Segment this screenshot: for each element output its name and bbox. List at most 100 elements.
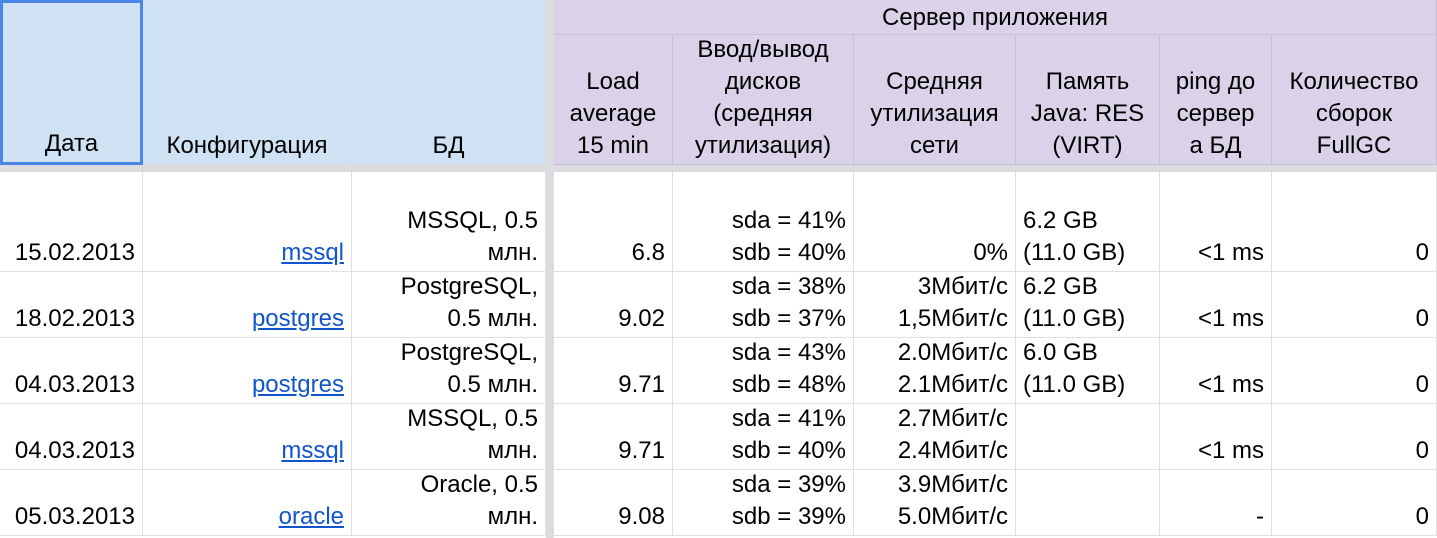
cell-text-line: сервер	[1176, 100, 1255, 127]
data-cell-disk-io[interactable]: sda = 39% sdb = 39%	[673, 470, 854, 536]
cell-text-line: 6.2 GB	[1023, 207, 1098, 234]
cell-text-line: (средняя	[713, 100, 813, 127]
data-cell-date[interactable]: 04.03.2013	[0, 404, 143, 470]
data-cell-date[interactable]: 15.02.2013	[0, 172, 143, 272]
cell-text-line: average	[569, 100, 657, 127]
data-cell-load-average[interactable]: 9.08	[554, 470, 673, 536]
header-cell-config[interactable]: Конфигурация	[143, 0, 352, 165]
cell-text: -	[1256, 503, 1264, 530]
frozen-column-divider[interactable]	[546, 0, 554, 538]
data-cell-fullgc-count[interactable]: 0	[1272, 404, 1437, 470]
header-cell-date[interactable]: Дата	[0, 0, 143, 165]
header-cell-network[interactable]: Средняя утилизация сети	[854, 35, 1016, 165]
cell-text-line: Load	[586, 68, 640, 95]
data-cell-db[interactable]: MSSQL, 0.5 млн.	[352, 172, 546, 272]
header-cell-ping-db[interactable]: ping до сервер а БД	[1160, 35, 1272, 165]
data-cell-config[interactable]: mssql	[143, 172, 352, 272]
cell-text: 9.71	[618, 437, 665, 464]
data-cell-network[interactable]: 2.0Мбит/с 2.1Мбит/с	[854, 338, 1016, 404]
cell-text-line: 6.2 GB	[1023, 273, 1098, 300]
header-cell-disk-io[interactable]: Ввод/вывод дисков (средняя утилизация)	[673, 35, 854, 165]
data-cell-fullgc-count[interactable]: 0	[1272, 172, 1437, 272]
data-cell-disk-io[interactable]: sda = 43% sdb = 48%	[673, 338, 854, 404]
data-cell-fullgc-count[interactable]: 0	[1272, 272, 1437, 338]
cell-text-line: Java: RES	[1030, 100, 1145, 127]
header-cell-fullgc-count[interactable]: Количество сборок FullGC	[1272, 35, 1437, 165]
data-cell-load-average[interactable]: 9.02	[554, 272, 673, 338]
cell-text-line: 2.0Мбит/с	[897, 339, 1008, 366]
data-cell-disk-io[interactable]: sda = 41% sdb = 40%	[673, 404, 854, 470]
data-cell-db[interactable]: Oracle, 0.5 млн.	[352, 470, 546, 536]
cell-text-line: sda = 41%	[731, 207, 846, 234]
data-cell-config[interactable]: postgres	[143, 338, 352, 404]
cell-text: 0	[1415, 305, 1429, 332]
cell-text-line: 15 min	[576, 132, 650, 159]
group-header-app-server[interactable]: Сервер приложения	[554, 0, 1437, 35]
header-cell-java-memory[interactable]: Память Java: RES (VIRT)	[1016, 35, 1160, 165]
data-cell-java-memory[interactable]: 6.2 GB (11.0 GB)	[1016, 272, 1160, 338]
cell-text: 0	[1415, 239, 1429, 266]
cell-text-line: сборок	[1315, 100, 1393, 127]
cell-text-line: Количество	[1289, 68, 1419, 95]
data-cell-network[interactable]: 3.9Мбит/с 5.0Мбит/с	[854, 470, 1016, 536]
data-cell-load-average[interactable]: 9.71	[554, 404, 673, 470]
cell-text: 05.03.2013	[14, 503, 135, 530]
cell-text: 0	[1415, 503, 1429, 530]
cell-text-line: (11.0 GB)	[1023, 371, 1126, 398]
data-cell-load-average[interactable]: 9.71	[554, 338, 673, 404]
data-cell-db[interactable]: PostgreSQL, 0.5 млн.	[352, 338, 546, 404]
cell-text-line: Дата	[44, 130, 99, 157]
cell-text: 9.08	[618, 503, 665, 530]
frozen-row-divider[interactable]	[0, 165, 1437, 172]
cell-text-line: PostgreSQL,	[400, 339, 538, 366]
data-cell-ping-db[interactable]: <1 ms	[1160, 338, 1272, 404]
data-cell-db[interactable]: MSSQL, 0.5 млн.	[352, 404, 546, 470]
data-cell-java-memory[interactable]	[1016, 470, 1160, 536]
cell-text-line: MSSQL, 0.5	[407, 207, 538, 234]
cell-text-line: 0.5 млн.	[447, 371, 538, 398]
cell-text-line: sda = 38%	[731, 273, 846, 300]
cell-text-line: утилизация	[870, 100, 999, 127]
cell-text-line: млн.	[487, 437, 538, 464]
data-cell-date[interactable]: 05.03.2013	[0, 470, 143, 536]
data-cell-java-memory[interactable]: 6.2 GB (11.0 GB)	[1016, 172, 1160, 272]
data-cell-config[interactable]: mssql	[143, 404, 352, 470]
cell-text-line: сети	[910, 132, 959, 159]
data-cell-java-memory[interactable]	[1016, 404, 1160, 470]
data-cell-load-average[interactable]: 6.8	[554, 172, 673, 272]
cell-text-line: (VIRT)	[1052, 132, 1123, 159]
cell-text-line: MSSQL, 0.5	[407, 405, 538, 432]
data-cell-disk-io[interactable]: sda = 41% sdb = 40%	[673, 172, 854, 272]
config-link[interactable]: postgres	[251, 305, 344, 332]
data-cell-disk-io[interactable]: sda = 38% sdb = 37%	[673, 272, 854, 338]
config-link[interactable]: mssql	[281, 239, 344, 266]
header-cell-load-average[interactable]: Load average 15 min	[554, 35, 673, 165]
config-link[interactable]: postgres	[251, 371, 344, 398]
data-cell-config[interactable]: oracle	[143, 470, 352, 536]
cell-text: 6.8	[631, 239, 665, 266]
data-cell-date[interactable]: 04.03.2013	[0, 338, 143, 404]
data-cell-ping-db[interactable]: -	[1160, 470, 1272, 536]
cell-text: <1 ms	[1197, 239, 1264, 266]
data-cell-network[interactable]: 2.7Мбит/с 2.4Мбит/с	[854, 404, 1016, 470]
data-cell-db[interactable]: PostgreSQL, 0.5 млн.	[352, 272, 546, 338]
data-cell-fullgc-count[interactable]: 0	[1272, 470, 1437, 536]
data-cell-ping-db[interactable]: <1 ms	[1160, 404, 1272, 470]
data-cell-network[interactable]: 3Мбит/с 1,5Мбит/с	[854, 272, 1016, 338]
data-cell-date[interactable]: 18.02.2013	[0, 272, 143, 338]
cell-text: 04.03.2013	[14, 437, 135, 464]
cell-text: <1 ms	[1197, 437, 1264, 464]
data-cell-fullgc-count[interactable]: 0	[1272, 338, 1437, 404]
data-cell-ping-db[interactable]: <1 ms	[1160, 172, 1272, 272]
cell-text: 15.02.2013	[14, 239, 135, 266]
config-link[interactable]: oracle	[278, 503, 344, 530]
config-link[interactable]: mssql	[281, 437, 344, 464]
data-cell-java-memory[interactable]: 6.0 GB (11.0 GB)	[1016, 338, 1160, 404]
cell-text-line: 1,5Мбит/с	[897, 305, 1008, 332]
cell-text-line: 5.0Мбит/с	[897, 503, 1008, 530]
cell-text-line: sdb = 37%	[731, 305, 846, 332]
data-cell-config[interactable]: postgres	[143, 272, 352, 338]
data-cell-network[interactable]: 0%	[854, 172, 1016, 272]
header-cell-db[interactable]: БД	[352, 0, 546, 165]
data-cell-ping-db[interactable]: <1 ms	[1160, 272, 1272, 338]
